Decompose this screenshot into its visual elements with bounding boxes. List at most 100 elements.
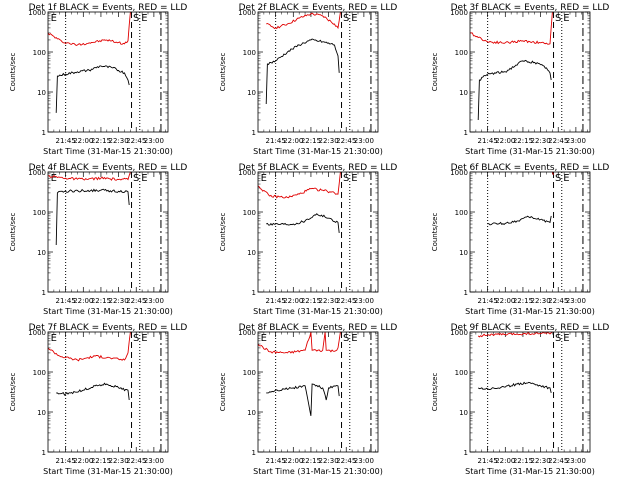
events-series-line — [55, 188, 130, 246]
x-tick-label: 23:00 — [144, 297, 164, 305]
lld-series-line — [477, 331, 553, 338]
detector-panel-5: Det 5f BLACK = Events, RED = LLD Counts/s… — [219, 163, 397, 316]
time-marker-label: E — [351, 333, 357, 344]
x-axis-label: Start Time (31-Mar-15 21:30:00) — [465, 307, 595, 316]
x-tick-label: 21:45 — [478, 137, 498, 145]
y-tick-label: 10 — [37, 249, 46, 257]
x-tick-label: 23:00 — [354, 457, 374, 465]
x-tick-label: 21:45 — [266, 137, 286, 145]
lld-series-line — [266, 11, 341, 30]
x-tick-label: 22:45 — [548, 137, 568, 145]
time-marker-label: E — [51, 333, 57, 344]
events-series-line — [56, 382, 130, 401]
x-tick-label: 22:15 — [91, 457, 111, 465]
x-axis-label: Start Time (31-Mar-15 21:30:00) — [465, 467, 595, 476]
x-tick-label: 22:00 — [283, 137, 303, 145]
y-tick-label: 10 — [37, 409, 46, 417]
time-marker-label: S — [555, 13, 561, 24]
lld-series-line — [257, 171, 341, 199]
plot-frame — [257, 171, 379, 293]
y-tick-label: 100 — [33, 209, 46, 217]
x-tick-label: 22:30 — [530, 457, 550, 465]
y-tick-label: 1000 — [450, 169, 468, 177]
time-marker-label: E — [51, 13, 57, 24]
x-tick-label: 21:45 — [478, 457, 498, 465]
x-tick-label: 22:00 — [73, 297, 93, 305]
y-tick-label: 1 — [42, 289, 46, 297]
y-axis-label: Counts/sec — [9, 213, 17, 252]
x-tick-label: 22:45 — [126, 137, 146, 145]
x-tick-label: 21:45 — [56, 137, 76, 145]
y-tick-label: 10 — [247, 89, 256, 97]
x-tick-label: 22:15 — [513, 457, 533, 465]
y-axis-label: Counts/sec — [219, 53, 227, 92]
time-marker-label: S — [133, 173, 139, 184]
x-tick-label: 21:45 — [478, 297, 498, 305]
events-series-line — [477, 381, 552, 394]
x-axis-label: Start Time (31-Mar-15 21:30:00) — [253, 307, 383, 316]
events-series-line — [265, 38, 340, 105]
panel-title: Det 3f BLACK = Events, RED = LLD — [451, 3, 610, 13]
y-tick-label: 100 — [455, 209, 468, 217]
x-tick-label: 22:30 — [318, 297, 338, 305]
y-tick-label: 10 — [247, 249, 256, 257]
panel-title: Det 9f BLACK = Events, RED = LLD — [451, 323, 610, 333]
x-axis-label: Start Time (31-Mar-15 21:30:00) — [253, 147, 383, 156]
time-marker-label: E — [141, 333, 147, 344]
time-marker-label: E — [563, 173, 569, 184]
y-axis-label: Counts/sec — [219, 373, 227, 412]
detector-panel-1: Det 1f BLACK = Events, RED = LLD Counts/s… — [9, 3, 187, 156]
time-marker-label: S — [343, 333, 349, 344]
y-tick-label: 1000 — [238, 329, 256, 337]
x-tick-label: 21:45 — [56, 297, 76, 305]
x-tick-label: 22:30 — [108, 297, 128, 305]
time-marker-label: E — [51, 173, 57, 184]
time-marker-label: S — [133, 333, 139, 344]
x-tick-label: 22:15 — [91, 297, 111, 305]
y-tick-label: 100 — [33, 49, 46, 57]
detector-panel-4: Det 4f BLACK = Events, RED = LLD Counts/s… — [9, 163, 187, 316]
plot-frame — [469, 331, 591, 453]
x-tick-label: 23:00 — [566, 137, 586, 145]
x-tick-label: 22:00 — [283, 297, 303, 305]
y-axis-label: Counts/sec — [9, 53, 17, 92]
events-series-line — [265, 213, 340, 233]
y-tick-label: 100 — [243, 49, 256, 57]
x-tick-label: 23:00 — [566, 297, 586, 305]
x-tick-label: 23:00 — [566, 457, 586, 465]
time-marker-label: E — [563, 333, 569, 344]
x-tick-label: 22:15 — [301, 297, 321, 305]
x-tick-label: 22:00 — [495, 137, 515, 145]
x-tick-label: 22:45 — [126, 297, 146, 305]
panel-title: Det 7f BLACK = Events, RED = LLD — [29, 323, 188, 333]
y-tick-label: 100 — [243, 209, 256, 217]
events-series-line — [477, 59, 552, 121]
y-tick-label: 1 — [42, 449, 46, 457]
panel-title: Det 2f BLACK = Events, RED = LLD — [239, 3, 398, 13]
time-marker-label: E — [141, 173, 147, 184]
events-series-line — [55, 65, 130, 113]
plot-frame — [47, 171, 169, 293]
y-tick-label: 1000 — [450, 9, 468, 17]
x-tick-label: 22:30 — [318, 457, 338, 465]
y-tick-label: 100 — [455, 369, 468, 377]
y-tick-label: 10 — [459, 249, 468, 257]
x-tick-label: 22:00 — [283, 457, 303, 465]
x-tick-label: 21:45 — [56, 457, 76, 465]
x-tick-label: 21:45 — [266, 457, 286, 465]
x-tick-label: 22:30 — [530, 297, 550, 305]
detector-panel-8: Det 8f BLACK = Events, RED = LLD Counts/s… — [219, 323, 397, 476]
x-tick-label: 21:45 — [266, 297, 286, 305]
y-axis-label: Counts/sec — [431, 373, 439, 412]
detector-panel-3: Det 3f BLACK = Events, RED = LLD Counts/s… — [431, 3, 609, 156]
events-series-line — [266, 383, 340, 416]
lld-series-line — [47, 11, 131, 47]
y-tick-label: 100 — [243, 369, 256, 377]
y-tick-label: 1 — [464, 129, 468, 137]
x-tick-label: 22:30 — [318, 137, 338, 145]
y-tick-label: 1000 — [450, 329, 468, 337]
y-axis-label: Counts/sec — [219, 213, 227, 252]
lld-series-line — [551, 171, 554, 175]
x-tick-label: 22:45 — [548, 297, 568, 305]
